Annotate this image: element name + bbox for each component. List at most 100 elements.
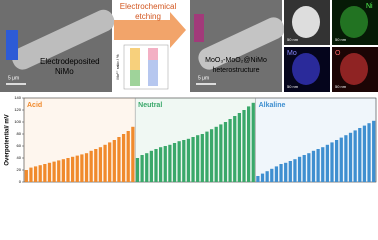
bar [196,135,200,182]
bar [24,170,28,182]
bar [52,161,56,182]
bar [228,119,232,182]
y-tick-label: 140 [14,95,21,100]
bar [61,159,65,182]
bar [182,140,186,182]
bar [103,144,107,182]
scale: 50 nm [287,37,299,42]
bar [233,116,237,182]
group-label: Acid [27,102,42,109]
bar [57,160,61,182]
bar [131,126,135,182]
bar [84,153,89,182]
bar [288,161,292,182]
inset-bar [130,48,140,86]
bar [372,120,376,182]
inset-bar [130,70,140,86]
label: MoO₃-MoO₂@NiMo [205,57,267,64]
bar [43,164,47,182]
o-signal [340,53,368,85]
bar [353,130,357,182]
bar [47,162,52,182]
bar [177,141,181,182]
label: Electrodeposited [40,57,100,66]
bar [89,150,93,182]
y-tick-label: 40 [17,155,22,160]
bar [316,149,320,182]
y-tick-label: 100 [14,119,21,124]
bar [159,147,163,182]
label: NiMo [55,67,74,76]
bar [302,155,306,182]
bar [94,149,98,182]
map-label: Ni [366,3,373,10]
particle [292,6,320,38]
y-tick-label: 60 [17,143,22,148]
bar [256,176,260,182]
bar [293,159,297,182]
y-tick-label: 80 [17,131,22,136]
bar [71,156,75,182]
plot-area [23,97,377,183]
bar [135,158,140,182]
bar [191,137,195,182]
bar [311,150,316,182]
group-band [24,98,136,182]
bar [367,123,371,182]
bar [168,144,172,182]
bar [33,166,38,182]
bar [66,158,70,182]
bar [140,155,144,182]
bar [126,131,130,182]
bar [29,167,33,182]
bar [108,142,112,182]
nanowire [198,17,285,70]
bar [358,128,362,182]
scale: 50 nm [335,84,347,89]
bar [307,153,311,182]
map-label: O [335,50,341,57]
bar [200,134,204,182]
bar [260,173,265,182]
group-band [255,98,376,182]
bar [75,155,79,182]
label: Electrochemical [120,2,177,11]
bar [339,137,343,182]
bar [362,125,367,182]
scale: 50 nm [287,84,299,89]
bar [270,168,274,182]
bar [348,132,353,182]
inset-bar [148,60,158,86]
bar [284,162,288,182]
bar [265,171,269,182]
bar [297,156,302,182]
mo-signal [292,53,320,85]
bar [335,140,339,182]
bar [145,153,149,182]
bar [117,137,121,182]
bar [121,134,126,182]
figure: Electrodeposited NiMo 5 μm Electrochemic… [0,0,378,184]
bar [149,150,153,182]
wire-icon [194,14,204,42]
y-axis-label: Overpotential/ mV [5,114,11,165]
bar [186,138,191,182]
y-tick-label: 20 [17,167,22,172]
group-label: Alkaline [259,102,286,109]
label: heterostructure [212,67,259,74]
nanowire [11,9,115,70]
bar [330,142,334,182]
group-label: Neutral [138,102,162,109]
y-tick-label: 0 [19,179,22,184]
scale: 50 nm [335,37,347,42]
bar [223,122,228,182]
bar [279,164,283,182]
group-band [135,98,256,182]
bar [251,102,255,182]
wire-icon [6,30,18,60]
bar [219,124,223,182]
bar [38,165,42,182]
ni-signal [340,6,368,38]
bar [209,129,214,182]
scale: 5 μm [8,75,19,81]
